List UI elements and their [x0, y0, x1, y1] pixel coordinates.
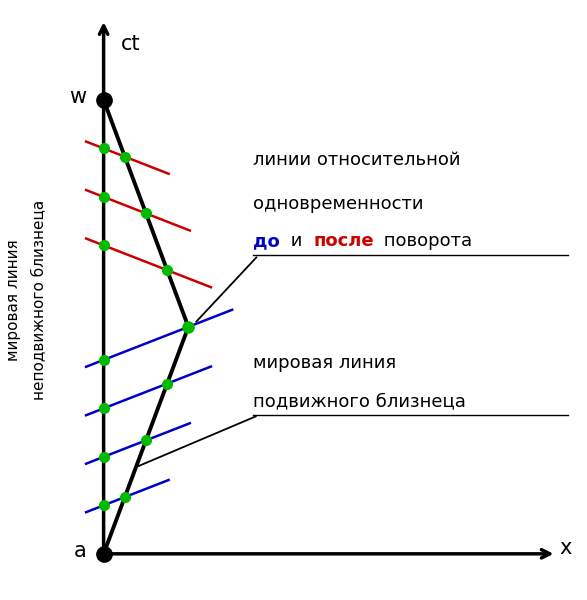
- Text: ct: ct: [121, 34, 141, 54]
- Text: после: после: [314, 232, 375, 250]
- Text: до: до: [252, 232, 279, 250]
- Text: w: w: [69, 87, 86, 107]
- Text: мировая линия: мировая линия: [252, 353, 396, 371]
- Text: и: и: [285, 232, 308, 250]
- Text: x: x: [559, 538, 572, 558]
- Text: мировая линия: мировая линия: [5, 239, 21, 361]
- Text: линии относительной: линии относительной: [252, 151, 460, 169]
- Text: неподвижного близнеца: неподвижного близнеца: [32, 200, 47, 400]
- Text: поворота: поворота: [378, 232, 473, 250]
- Text: одновременности: одновременности: [252, 196, 423, 214]
- Text: подвижного близнеца: подвижного близнеца: [252, 392, 465, 410]
- Text: a: a: [73, 541, 86, 561]
